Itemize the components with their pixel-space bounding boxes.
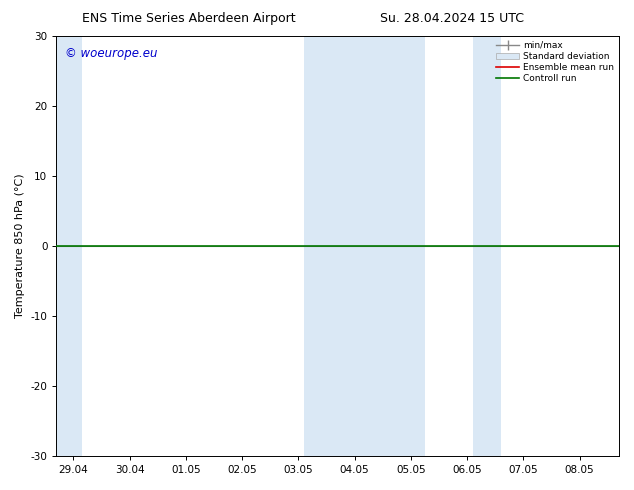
- Bar: [304, 36, 425, 456]
- Text: Su. 28.04.2024 15 UTC: Su. 28.04.2024 15 UTC: [380, 12, 524, 25]
- Text: ENS Time Series Aberdeen Airport: ENS Time Series Aberdeen Airport: [82, 12, 296, 25]
- Text: © woeurope.eu: © woeurope.eu: [65, 47, 157, 60]
- Y-axis label: Temperature 850 hPa (°C): Temperature 850 hPa (°C): [15, 174, 25, 318]
- Bar: [473, 36, 501, 456]
- Legend: min/max, Standard deviation, Ensemble mean run, Controll run: min/max, Standard deviation, Ensemble me…: [496, 41, 614, 83]
- Bar: [56, 36, 82, 456]
